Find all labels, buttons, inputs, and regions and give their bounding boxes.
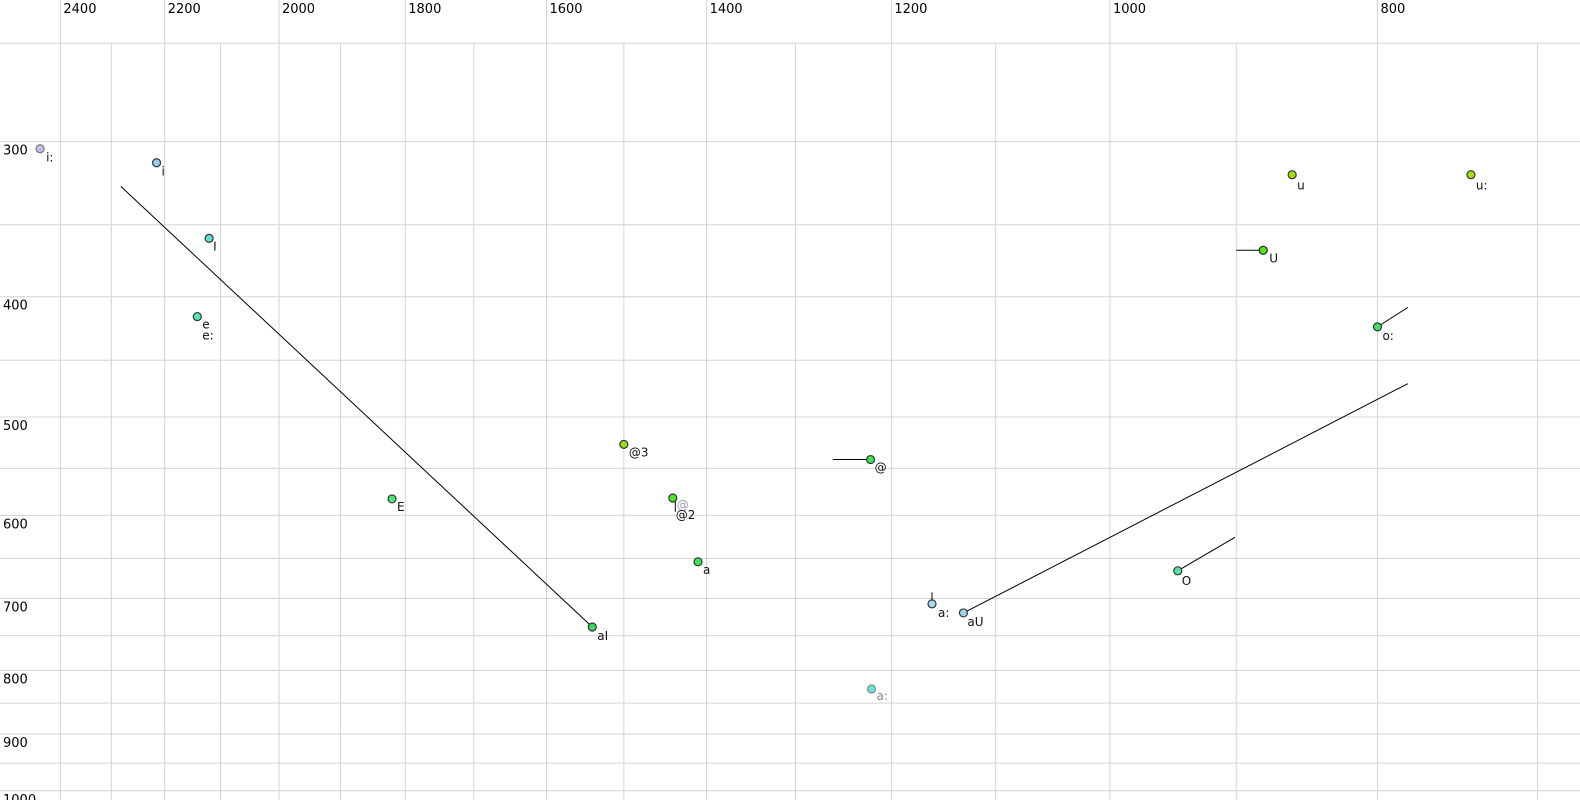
x-tick-label-2000: 2000 [282,2,315,17]
vowel-label-@: @ [875,461,887,475]
x-tick-label-1600: 1600 [549,2,582,17]
vowel-point-E[interactable] [387,494,397,504]
vowel-point-i[interactable] [151,158,162,168]
y-tick-label-800: 800 [3,672,28,687]
vowel-label-u: u [1297,179,1305,193]
vowel-point-aI[interactable] [587,622,597,632]
vowel-label-aI: aI [597,629,608,643]
vowel-label-u:: u: [1476,179,1488,193]
x-tick-label-1000: 1000 [1113,2,1146,17]
vowel-label-aU: aU [967,615,983,629]
y-tick-label-400: 400 [3,299,28,314]
vowel-label-@3: @3 [629,445,649,459]
vowel-label-O: O [1182,574,1191,588]
vowel-point-@2[interactable] [668,493,678,503]
vowel-point-a:[interactable] [866,684,877,694]
vowel-point-u:[interactable] [1466,170,1476,180]
vowel-point-@3[interactable] [619,439,629,449]
y-tick-label-600: 600 [3,517,28,532]
y-tick-label-1000: 1000 [3,793,36,800]
x-tick-label-2400: 2400 [63,2,96,17]
vowel-label-E: E [397,500,405,514]
vowel-label-U: U [1269,251,1278,265]
vowel-point-I[interactable] [204,233,214,244]
y-tick-label-300: 300 [3,144,28,159]
vowel-label-a:: a: [877,689,888,703]
vowel-point-aU[interactable] [958,608,969,618]
vowel-label-a:: a: [938,606,949,620]
y-tick-label-500: 500 [3,419,28,434]
vowel-label-o:: o: [1382,329,1393,343]
trajectory-line-aU [963,383,1409,614]
y-tick-label-900: 900 [3,736,28,751]
trajectory-line-o: [1377,306,1409,328]
vowel-point-e:[interactable] [192,311,202,322]
vowel-label-e: e [202,318,209,332]
y-tick-label-700: 700 [3,600,28,615]
trajectory-line-O [1177,536,1236,572]
x-tick-label-1200: 1200 [894,2,927,17]
vowel-label-e:: e: [202,329,213,343]
vowel-point-a[interactable] [693,557,703,567]
vowel-label-a: a [703,563,710,577]
trajectory-line-aI [120,186,593,628]
x-tick-label-2200: 2200 [168,2,201,17]
x-tick-label-1800: 1800 [408,2,441,17]
vowel-point-o:[interactable] [1372,322,1383,332]
x-tick-label-1400: 1400 [710,2,743,17]
vowel-point-a:[interactable] [927,599,937,609]
vowel-point-i:[interactable] [35,144,45,154]
vowel-label-@2: @2 [676,508,696,522]
vowel-label-i: i [162,165,165,179]
vowel-label-i:: i: [46,151,53,165]
vowel-label-@: @ [677,498,689,512]
vowel-point-U[interactable] [1258,245,1268,255]
x-tick-label-800: 800 [1380,2,1405,17]
vowel-point-u[interactable] [1287,170,1297,180]
vowel-point-O[interactable] [1173,566,1183,576]
vowel-label-I: I [213,239,217,253]
vowel-point-@[interactable] [865,454,876,465]
